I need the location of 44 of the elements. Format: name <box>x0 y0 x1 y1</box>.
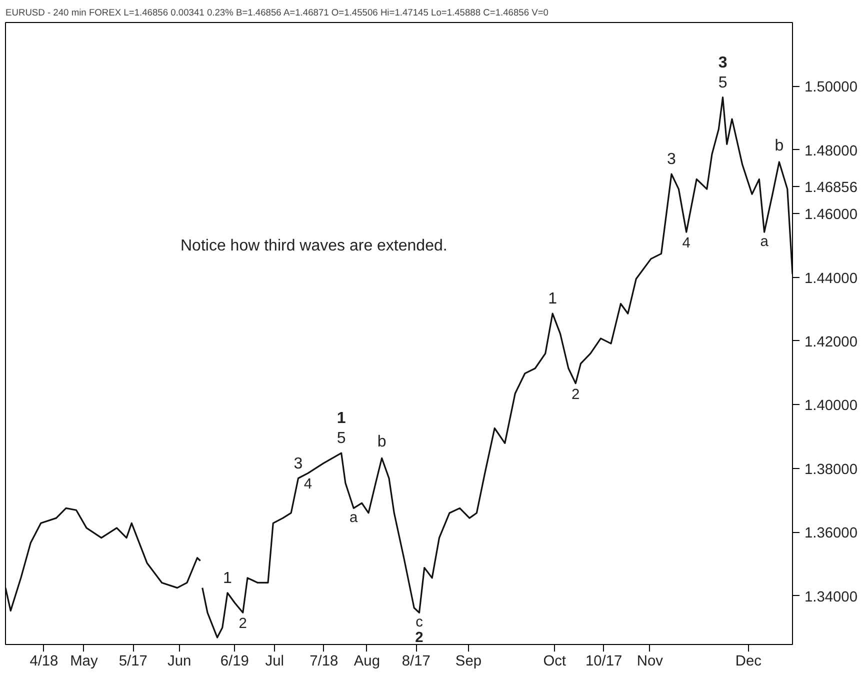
x-tick-label: 7/18 <box>310 654 338 670</box>
y-tick-label: 1.44000 <box>804 270 858 287</box>
x-tick-label: Jun <box>167 654 192 670</box>
annotation: a <box>760 234 770 250</box>
chart-subtitle: EURUSD - 240 min FOREX L=1.46856 0.00341 0.23% B=1.46856 A=1.46871 O=1.45506 Hi=1.47145 Lo=1.45888 C=1.46856 V=0 <box>6 8 548 18</box>
x-tick-label: Aug <box>354 654 380 670</box>
annotation: a <box>350 510 359 526</box>
annotation: 2 <box>238 616 247 632</box>
annotation: 1 <box>548 290 558 308</box>
annotation: c <box>416 614 423 631</box>
x-tick-label: 8/17 <box>402 654 430 670</box>
y-tick-label: 1.46856 <box>804 180 858 196</box>
annotation: 5 <box>718 74 728 92</box>
x-tick-label: May <box>70 654 98 670</box>
annotation: 5 <box>336 430 346 448</box>
annotation: b <box>774 137 784 154</box>
x-tick-label: 10/17 <box>585 654 622 670</box>
annotation: b <box>377 434 386 451</box>
x-tick-label: Oct <box>543 654 566 670</box>
y-tick-label: 1.34000 <box>804 589 858 606</box>
y-tick-label: 1.40000 <box>804 398 858 414</box>
annotation: 4 <box>682 236 690 252</box>
y-tick-label: 1.46000 <box>804 207 858 224</box>
annotation: Notice how third waves are extended. <box>180 238 448 254</box>
x-tick-label: Jul <box>265 654 284 670</box>
x-tick-label: Sep <box>455 654 482 670</box>
y-tick-label: 1.48000 <box>804 143 858 160</box>
annotation: 3 <box>294 455 303 472</box>
y-tick-label: 1.50000 <box>804 80 858 96</box>
y-tick-label: 1.42000 <box>804 334 858 350</box>
x-tick-label: 5/17 <box>118 654 148 670</box>
y-tick-label: 1.38000 <box>804 462 858 478</box>
annotation: 1 <box>336 410 346 428</box>
annotation: 2 <box>415 630 424 646</box>
annotation: 2 <box>572 386 580 403</box>
x-tick-label: 4/18 <box>30 654 58 670</box>
annotation: 3 <box>667 151 676 168</box>
annotation: 1 <box>223 570 232 587</box>
y-tick-label: 1.36000 <box>804 526 858 542</box>
x-tick-label: Nov <box>636 654 664 670</box>
x-tick-label: 6/19 <box>220 654 249 670</box>
annotation: 4 <box>304 476 312 493</box>
annotation: 3 <box>718 54 728 72</box>
x-tick-label: Dec <box>735 654 762 670</box>
